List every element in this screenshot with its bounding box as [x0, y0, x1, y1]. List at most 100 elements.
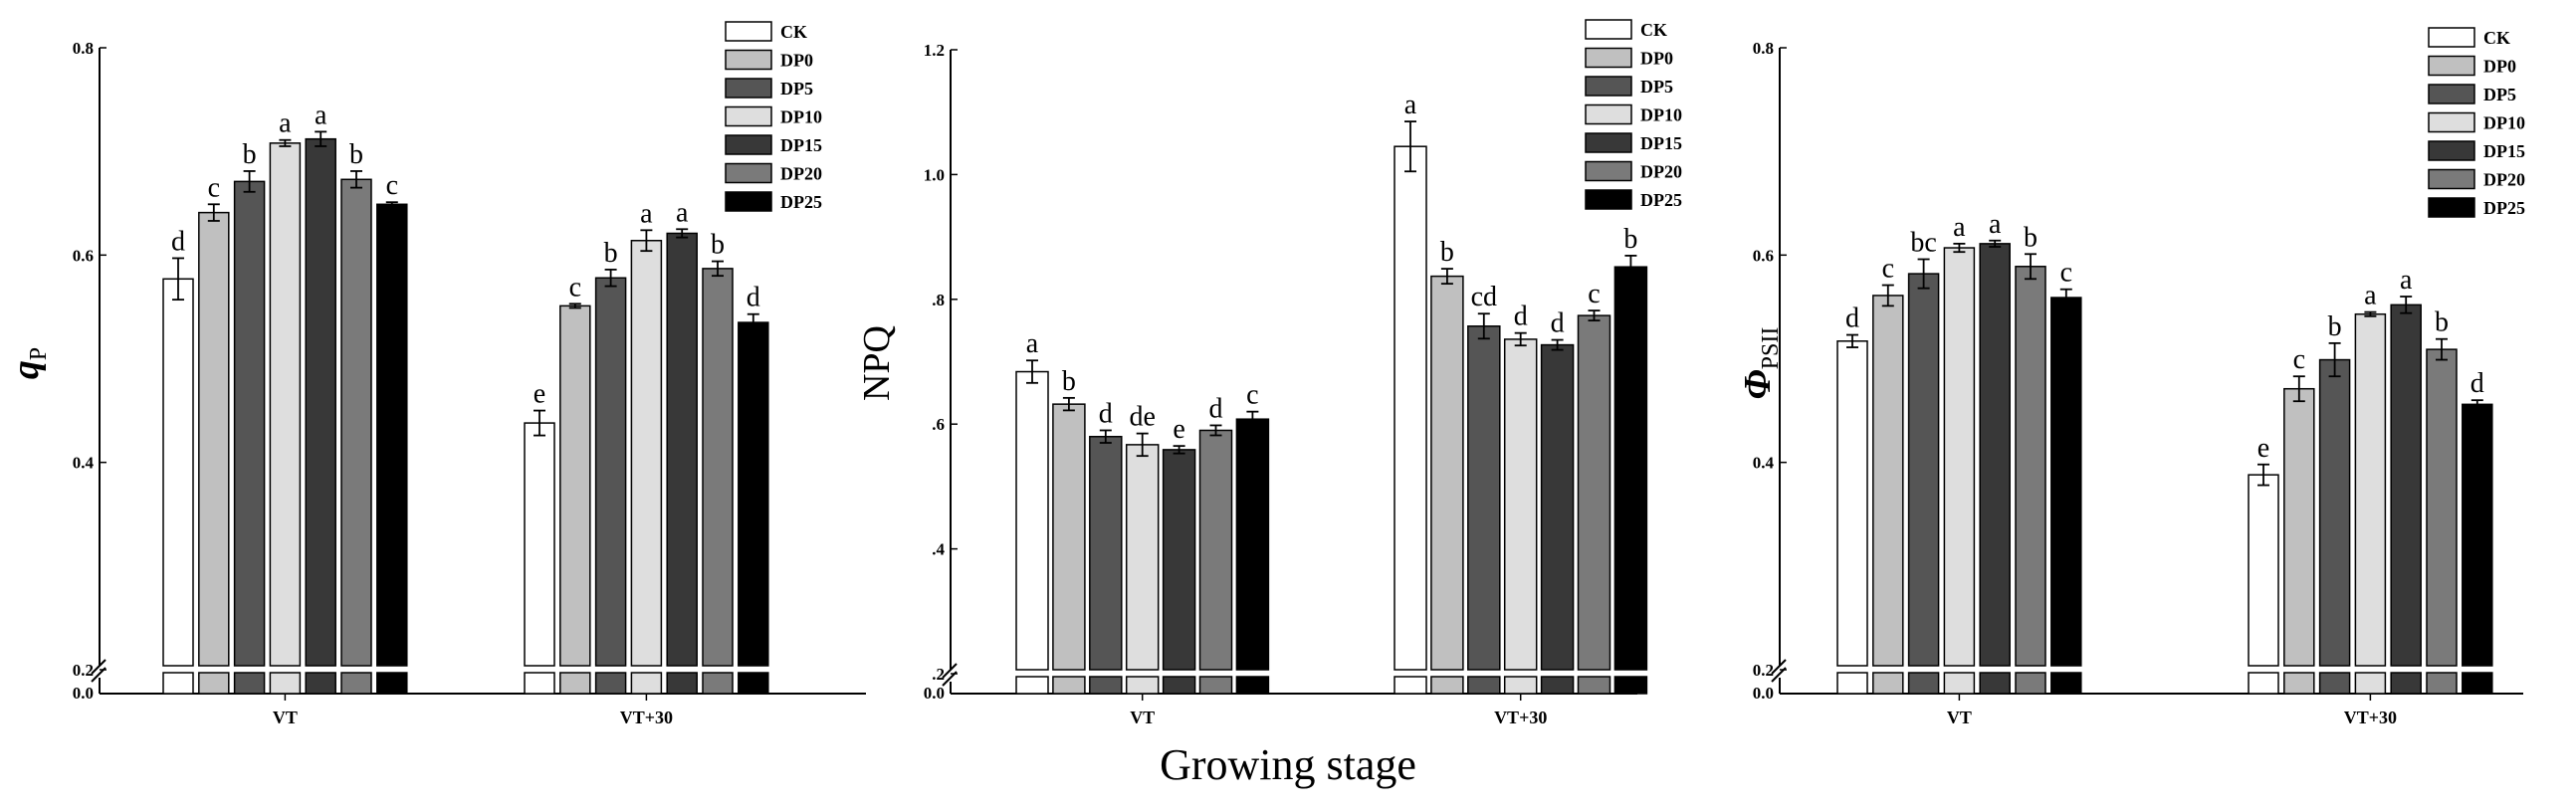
legend-swatch	[1585, 132, 1632, 153]
bar-stub	[1394, 676, 1427, 695]
bar-stub	[162, 672, 194, 695]
axis-break-mark	[1771, 659, 1787, 675]
bar-stub	[2390, 672, 2422, 695]
bar-stub	[1015, 676, 1049, 695]
significance-letter: b	[243, 139, 257, 170]
bar	[1503, 338, 1538, 671]
significance-letter: d	[1209, 393, 1223, 424]
legend-swatch	[725, 49, 772, 71]
significance-letter: c	[2293, 344, 2305, 375]
significance-letter: c	[386, 170, 398, 201]
bar-stub	[1467, 676, 1501, 695]
bar	[233, 180, 266, 667]
legend-label: DP0	[1640, 49, 1673, 69]
legend-swatch	[1585, 19, 1632, 40]
bar	[1089, 435, 1123, 671]
bar-stub	[1198, 676, 1233, 695]
legend-swatch	[1585, 76, 1632, 97]
x-tick-label: VT+30	[2344, 708, 2397, 727]
legend-label: DP25	[2483, 198, 2525, 218]
bar-stub	[1235, 676, 1270, 695]
bar	[1125, 444, 1160, 671]
legend-label: DP5	[1640, 77, 1673, 97]
legend-label: DP20	[2483, 170, 2525, 190]
significance-letter: b	[711, 230, 725, 261]
bar	[2015, 266, 2046, 667]
legend-label: CK	[780, 22, 807, 42]
legend-label: DP5	[780, 79, 813, 99]
bar	[1162, 449, 1196, 671]
significance-letter: b	[349, 139, 363, 170]
bar	[1943, 247, 1976, 667]
bar	[2462, 403, 2493, 667]
significance-letter: b	[1062, 366, 1076, 397]
bar	[559, 304, 591, 667]
bar-stub	[738, 672, 769, 695]
significance-letter: e	[2257, 433, 2269, 464]
x-tick-label: VT	[1130, 708, 1155, 727]
significance-letter: a	[1026, 328, 1039, 359]
bar	[1198, 429, 1233, 671]
significance-letter: a	[640, 198, 653, 229]
bar-stub	[305, 672, 336, 695]
significance-letter: c	[1588, 279, 1600, 309]
legend-swatch	[725, 191, 772, 212]
x-tick-label: VT+30	[1494, 708, 1547, 727]
legend-swatch	[1585, 47, 1632, 69]
significance-letter: d	[1551, 308, 1565, 339]
bar-stub	[269, 672, 302, 695]
y-tick-label: 0.6	[73, 246, 94, 265]
bar	[2248, 474, 2279, 667]
significance-letter: b	[2435, 307, 2449, 338]
legend-swatch	[725, 162, 772, 184]
bar	[2318, 358, 2351, 667]
y-axis-label: ΦPSII	[1737, 327, 1784, 400]
bar-stub	[1162, 676, 1196, 695]
y-tick-label: 0.6	[1753, 246, 1774, 265]
legend-swatch	[2428, 55, 2475, 77]
bar	[1430, 275, 1464, 671]
y-tick-label: 1.2	[924, 41, 945, 60]
bar	[162, 278, 194, 667]
significance-letter: a	[2400, 265, 2413, 296]
y-tick-label: 1.0	[924, 165, 945, 184]
bar-stub	[1125, 676, 1160, 695]
axis-break-mark	[91, 659, 107, 675]
significance-letter: e	[1173, 414, 1184, 445]
legend-swatch	[2428, 140, 2475, 161]
legend-label: CK	[2483, 28, 2510, 48]
y-tick-label: 0.4	[73, 454, 95, 473]
x-tick-label: VT	[1947, 708, 1972, 727]
bar-stub	[1430, 676, 1464, 695]
significance-letter: a	[315, 100, 327, 130]
y-tick-label: 0.2	[73, 661, 94, 680]
bar	[702, 268, 734, 667]
bar	[594, 277, 627, 667]
legend-swatch	[2428, 168, 2475, 190]
y-tick-label: 0.8	[1753, 39, 1774, 58]
significance-letter: a	[1989, 209, 2002, 240]
bar-stub	[2050, 672, 2082, 695]
legend-label: DP5	[2483, 85, 2516, 104]
x-tick-label: VT+30	[620, 708, 673, 727]
significance-letter: d	[2470, 368, 2484, 399]
significance-letter: a	[676, 197, 689, 228]
bar-stub	[594, 672, 627, 695]
bar-stub	[2426, 672, 2458, 695]
bar-stub	[702, 672, 734, 695]
bar	[738, 321, 769, 667]
y-tick-label: 0.4	[1753, 454, 1775, 473]
bar-stub	[2248, 672, 2279, 695]
bar-stub	[1979, 672, 2011, 695]
bar-stub	[1872, 672, 1904, 695]
significance-letter: b	[1623, 224, 1637, 255]
bar-stub	[1943, 672, 1976, 695]
y-tick-label: 0.2	[1753, 661, 1774, 680]
bar	[2390, 304, 2422, 667]
bar-stub	[2283, 672, 2315, 695]
bar-stub	[376, 672, 408, 695]
legend: CK DP0 DP5 DP10 DP15 DP20 DP25	[2428, 27, 2525, 218]
significance-letter: cd	[1471, 282, 1497, 312]
